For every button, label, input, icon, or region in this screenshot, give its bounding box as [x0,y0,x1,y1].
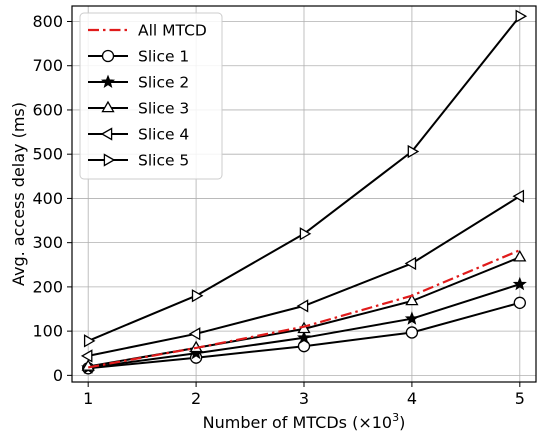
triangle-up-marker [513,249,527,262]
legend-item: Slice 1 [88,48,189,66]
legend-label: Slice 4 [138,126,189,144]
y-tick-label: 500 [32,145,63,164]
x-axis-label-superscript: 3 [392,411,399,424]
legend-box [79,12,223,180]
triangle-left-marker [80,349,93,363]
legend-label: All MTCD [138,22,207,40]
legend-item: Slice 5 [88,152,189,170]
y-tick-label: 800 [32,12,63,31]
circle-marker [513,296,526,309]
x-tick-label: 4 [407,389,417,408]
series-all-mtcd [88,249,521,369]
triangle-left-marker [100,127,113,141]
legend-item: Slice 4 [88,126,189,144]
legend-item: Slice 2 [88,74,189,92]
legend-label: Slice 3 [138,100,189,118]
y-tick-label: 0 [53,366,63,385]
legend-item: Slice 3 [88,100,189,118]
series-slice-5 [83,9,528,348]
circle-marker [405,326,419,339]
star-marker [100,74,116,88]
triangle-right-marker [299,227,312,241]
triangle-right-marker [191,289,204,303]
triangle-up-marker [101,100,115,113]
x-tick-label: 1 [83,389,93,408]
axis-ticks: 1 2 3 4 5 0 100 200 300 400 500 600 700 800 [32,12,524,408]
star-marker [512,276,527,291]
triangle-right-marker [103,153,116,167]
triangle-left-marker [296,299,309,313]
x-tick-label: 2 [191,389,201,408]
series-layer [80,9,528,375]
triangle-up-marker [405,293,419,306]
triangle-right-marker [407,144,420,159]
x-tick-label: 5 [515,389,525,408]
y-tick-label: 700 [32,56,63,75]
star-marker [296,330,312,344]
series-line [88,249,521,369]
triangle-right-marker [83,334,96,348]
x-axis-label: Number of MTCDs (×103) [203,411,406,432]
legend-label: Slice 5 [138,152,189,170]
y-tick-label: 100 [32,322,63,341]
triangle-left-marker [188,327,201,341]
y-tick-label: 400 [32,189,63,208]
triangle-left-marker [512,189,525,203]
legend-label: Slice 2 [138,74,189,92]
y-axis-label: Avg. access delay (ms) [9,102,28,286]
x-axis-label-tail: ) [399,413,405,432]
y-tick-label: 600 [32,100,63,119]
legend-label: Slice 1 [138,48,189,66]
triangle-right-marker [515,9,528,23]
y-tick-label: 300 [32,233,63,252]
legend-item: All MTCD [88,22,207,40]
x-tick-label: 3 [299,389,309,408]
triangle-left-marker [404,256,417,271]
y-tick-label: 200 [32,277,63,296]
circle-marker [101,49,115,63]
series-slice-4 [80,189,525,363]
legend: All MTCD Slice 1 Slice 2 Slice 3 Slice 4 Slic… [79,12,223,180]
star-marker [404,311,419,325]
